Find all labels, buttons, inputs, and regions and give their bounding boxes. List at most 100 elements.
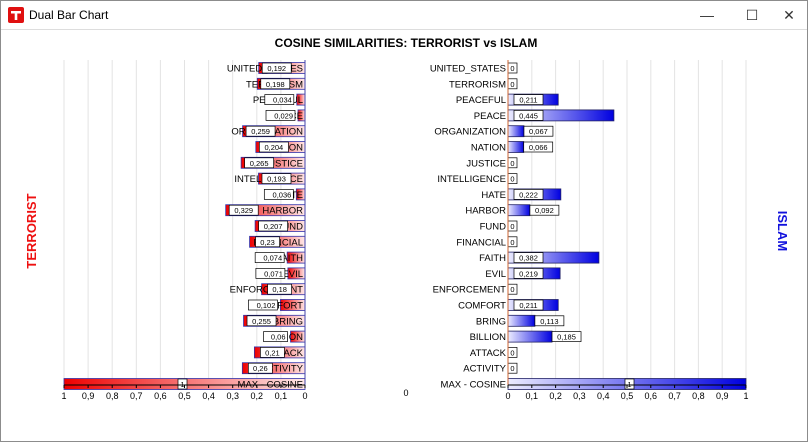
window-title: Dual Bar Chart <box>29 8 109 22</box>
value-label-left: 0,193 <box>267 175 286 184</box>
value-label-left: 0,102 <box>257 301 276 310</box>
value-box-right <box>513 189 544 200</box>
value-label-right: 0 <box>510 80 514 89</box>
value-label-right: 0 <box>510 348 514 357</box>
value-label-left: 0,21 <box>265 348 280 357</box>
category-label-right: COMFORT <box>458 301 506 312</box>
category-label-left: BRING <box>273 316 303 327</box>
value-box-left <box>260 347 285 358</box>
x-tick-label-right: 0,4 <box>597 391 610 401</box>
title-bar[interactable]: Dual Bar Chart — ☐ ✕ <box>1 1 807 29</box>
category-label-left: COMFORT <box>255 301 303 312</box>
value-label-left: 0,198 <box>266 80 285 89</box>
x-tick-label-right: 0,6 <box>645 391 658 401</box>
value-label-right: 0,222 <box>519 190 538 199</box>
value-box-right <box>513 252 544 263</box>
x-tick-label-left: 0,6 <box>154 391 167 401</box>
x-tick-label-left: 0,7 <box>130 391 143 401</box>
x-tick-label-right: 0,5 <box>621 391 634 401</box>
maximize-button[interactable]: ☐ <box>745 6 759 23</box>
value-label-right: 0,067 <box>529 127 548 136</box>
value-label-left: 0,255 <box>252 317 271 326</box>
value-box-left <box>177 378 188 390</box>
value-box-left <box>228 204 259 216</box>
category-label-left: HARBOR <box>262 206 303 217</box>
value-box-right <box>513 299 544 311</box>
value-box-left <box>244 157 274 169</box>
category-label-right: ENFORCEMENT <box>433 285 507 296</box>
x-tick-label-right: 0,9 <box>716 391 729 401</box>
minimize-button[interactable]: — <box>700 7 714 23</box>
value-label-left: 0,074 <box>263 254 282 263</box>
x-tick-label-left: 0,4 <box>202 391 215 401</box>
value-box-left <box>265 110 296 121</box>
value-box-right <box>513 94 544 105</box>
x-tick-label-right: 0,2 <box>549 391 562 401</box>
x-tick-label-left: 0,2 <box>251 391 264 401</box>
value-box-left <box>247 362 273 374</box>
category-label-right: JUSTICE <box>466 158 506 169</box>
x-tick-label-left: 0,9 <box>82 391 95 401</box>
category-label-right: BILLION <box>470 332 507 343</box>
category-label-left: ACTIVITY <box>260 364 303 375</box>
category-label-right: HATE <box>481 190 506 201</box>
x-tick-label-right: 1 <box>743 391 748 401</box>
value-label-right: 0,382 <box>519 254 538 263</box>
value-label-right: 0,185 <box>557 333 576 342</box>
x-tick-label-left: 0 <box>302 391 307 401</box>
value-box-left <box>267 283 292 295</box>
category-label-left: ENFORCEMENT <box>230 285 304 296</box>
x-tick-label-right: 0,7 <box>668 391 681 401</box>
category-label-right: ATTACK <box>470 348 507 359</box>
value-label-right: 0 <box>510 238 514 247</box>
category-label-right: FINANCIAL <box>456 237 506 248</box>
value-box-left <box>261 62 292 74</box>
x-tick-label-left: 1 <box>61 391 66 401</box>
value-box-left <box>263 189 294 200</box>
category-label-left: JUSTICE <box>263 158 303 169</box>
x-tick-label-right: 0 <box>505 391 510 401</box>
value-label-right: 0 <box>510 64 514 73</box>
x-tick-label-left: 0,5 <box>178 391 191 401</box>
value-label-left: 0,192 <box>267 64 286 73</box>
left-series-label: TERRORIST <box>24 193 39 268</box>
category-label-right: UNITED_STATES <box>430 64 506 75</box>
value-box-left <box>260 78 291 90</box>
x-tick-label-right: 0,1 <box>526 391 539 401</box>
category-label-left: FAITH <box>276 253 303 264</box>
chart-title: COSINE SIMILARITIES: TERRORIST vs ISLAM <box>275 36 538 50</box>
value-label-right: 0 <box>510 285 514 294</box>
category-label-right: MAX - COSINE <box>441 380 506 391</box>
value-label-left: 0,18 <box>272 285 287 294</box>
value-box-left <box>248 299 278 311</box>
close-button[interactable]: ✕ <box>783 6 795 23</box>
value-box-right <box>513 110 544 121</box>
category-label-right: FAITH <box>479 253 506 264</box>
x-tick-label-left: 0,1 <box>275 391 288 401</box>
value-box-left <box>246 315 277 327</box>
value-label-right: 0,445 <box>519 111 538 120</box>
x-tick-label-left: 0,8 <box>106 391 119 401</box>
value-label-left: 0,23 <box>260 238 275 247</box>
bar-islam <box>507 125 525 138</box>
value-box-right <box>529 204 560 216</box>
value-label-right: 0 <box>510 175 514 184</box>
category-label-left: FUND <box>277 222 304 233</box>
bar-islam <box>507 314 536 327</box>
right-series-label: ISLAM <box>775 211 790 251</box>
value-label-right: 0 <box>510 222 514 231</box>
value-label-right: 0 <box>510 159 514 168</box>
value-label-left: 0,329 <box>234 206 253 215</box>
x-tick-label-left: 0,3 <box>226 391 239 401</box>
value-label-right: 0,211 <box>519 96 537 105</box>
x-tick-label-right: 0,8 <box>692 391 705 401</box>
value-label-left: 0,259 <box>251 127 270 136</box>
value-box-right <box>523 141 554 153</box>
value-label-right: 0 <box>510 364 514 373</box>
category-label-left: EVIL <box>282 269 303 280</box>
value-label-right: 0,211 <box>519 301 537 310</box>
category-label-right: EVIL <box>485 269 506 280</box>
value-box-left <box>258 141 289 153</box>
value-box-right <box>513 268 544 279</box>
